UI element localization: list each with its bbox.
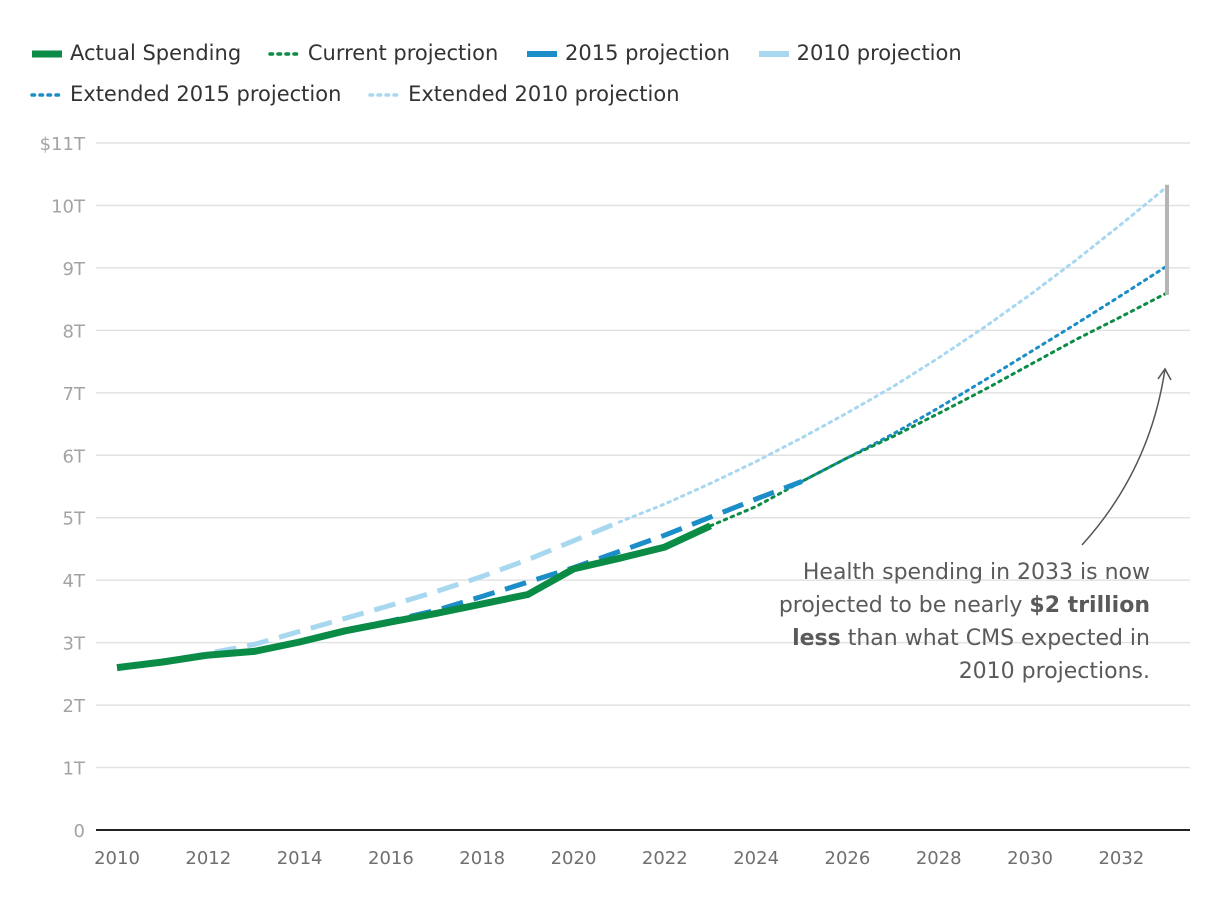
- y-tick-label: 10T: [51, 196, 86, 217]
- y-axis: 0 1T 2T 3T 4T 5T 6T 7T 8T 9T 10T $11T: [40, 134, 86, 842]
- legend-swatch-extended-2010-projection: [368, 93, 402, 97]
- y-tick-label: 9T: [63, 259, 86, 280]
- series-actual-spending: [116, 522, 712, 672]
- x-tick-label: 2026: [825, 848, 871, 869]
- legend-swatch-extended-2015-projection: [30, 93, 64, 97]
- y-tick-label: 3T: [63, 634, 86, 655]
- x-tick-label: 2028: [916, 848, 962, 869]
- x-tick-label: 2024: [733, 848, 779, 869]
- annotation-marks: [1081, 184, 1172, 546]
- y-tick-label: 5T: [63, 509, 86, 530]
- legend-item-extended-2015-projection[interactable]: Extended 2015 projection: [30, 74, 341, 114]
- legend-item-2015-projection[interactable]: 2015 projection: [525, 33, 730, 73]
- legend-label: Extended 2010 projection: [408, 82, 680, 106]
- x-tick-label: 2010: [94, 848, 140, 869]
- legend-item-extended-2010-projection[interactable]: Extended 2010 projection: [368, 74, 680, 114]
- series-extended-2010-projection: [617, 185, 1169, 524]
- x-tick-label: 2018: [459, 848, 505, 869]
- series-2015-projection: [344, 479, 803, 633]
- legend-swatch-2015-projection: [526, 51, 557, 57]
- legend-label: Extended 2015 projection: [70, 82, 342, 106]
- legend-swatch-2010-projection: [758, 51, 789, 57]
- x-tick-label: 2012: [185, 848, 231, 869]
- x-tick-label: 2020: [551, 848, 597, 869]
- annotation-text-bold: $2 trillion less: [792, 593, 1150, 651]
- x-tick-label: 2032: [1098, 848, 1144, 869]
- series-current-projection: [709, 291, 1169, 528]
- x-tick-label: 2022: [642, 848, 688, 869]
- y-tick-label: 4T: [63, 571, 86, 592]
- y-tick-label: 6T: [63, 446, 86, 467]
- series-extended-2015-projection: [800, 264, 1169, 483]
- legend-swatch-current-projection: [268, 52, 302, 56]
- y-tick-label: 7T: [63, 384, 86, 405]
- y-tick-label: $11T: [40, 134, 86, 155]
- legend-label: 2015 projection: [564, 41, 730, 65]
- annotation-arrow: [1081, 368, 1166, 546]
- y-tick-label: 0: [74, 821, 85, 842]
- series-2010-projection: [116, 519, 621, 671]
- legend-item-actual-spending[interactable]: Actual Spending: [30, 33, 241, 73]
- x-tick-label: 2030: [1007, 848, 1053, 869]
- gridlines: [96, 142, 1190, 831]
- legend-label: Actual Spending: [70, 41, 242, 65]
- x-tick-label: 2014: [277, 848, 323, 869]
- y-tick-label: 2T: [63, 696, 86, 717]
- annotation-text-after: than what CMS expected in 2010 projectio…: [840, 626, 1150, 684]
- legend: Actual Spending Current projection 2015 …: [30, 32, 1190, 114]
- legend-swatch-actual-spending: [32, 50, 62, 58]
- legend-item-current-projection[interactable]: Current projection: [268, 33, 498, 73]
- annotation-arrowhead: [1157, 367, 1172, 381]
- annotation-text: Health spending in 2033 is now projected…: [740, 556, 1150, 688]
- x-tick-label: 2016: [368, 848, 414, 869]
- legend-item-2010-projection[interactable]: 2010 projection: [757, 33, 962, 73]
- y-tick-label: 8T: [63, 321, 86, 342]
- series-lines: [116, 185, 1169, 672]
- x-axis: 2010 2012 2014 2016 2018 2020 2022 2024 2026 2028…: [94, 848, 1144, 869]
- legend-label: 2010 projection: [796, 41, 962, 65]
- legend-label: Current projection: [307, 41, 499, 65]
- y-tick-label: 1T: [63, 759, 86, 780]
- annotation-text-before: Health spending in 2033 is now projected…: [778, 560, 1150, 618]
